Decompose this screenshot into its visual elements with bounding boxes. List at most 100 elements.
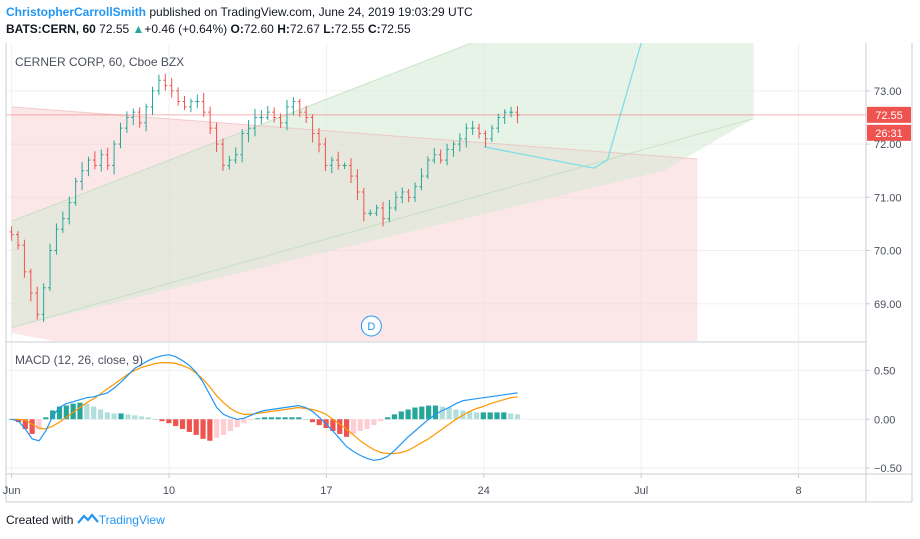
candle xyxy=(188,98,193,113)
tradingview-brand-link[interactable]: TradingView xyxy=(98,513,165,527)
macd-histogram-bar xyxy=(145,417,151,420)
candle xyxy=(457,133,462,152)
macd-histogram-bar xyxy=(405,409,411,420)
macd-histogram-bar xyxy=(220,419,227,435)
candle xyxy=(502,109,507,124)
publish-line: ChristopherCarrollSmith published on Tra… xyxy=(6,4,916,21)
candle xyxy=(28,268,33,302)
price-pane-title: CERNER CORP, 60, Cboe BZX xyxy=(15,55,184,69)
macd-histogram-bar xyxy=(241,419,247,424)
candle xyxy=(304,105,309,123)
macd-histogram-bar xyxy=(29,419,35,434)
candle xyxy=(272,107,277,123)
candle xyxy=(124,111,129,133)
countdown-badge: 26:31 xyxy=(867,124,911,141)
macd-histogram-bar xyxy=(207,419,213,441)
candle xyxy=(35,286,40,320)
candle xyxy=(169,78,174,98)
macd-histogram-bar xyxy=(439,406,445,420)
macd-histogram-bar xyxy=(494,412,500,420)
last-price-badge: 72.55 xyxy=(867,106,911,123)
candle xyxy=(73,177,78,206)
candle xyxy=(489,124,494,142)
last-price-badge-label: 72.55 xyxy=(875,110,903,122)
candle xyxy=(54,223,59,255)
candle xyxy=(86,156,91,177)
author-link[interactable]: ChristopherCarrollSmith xyxy=(6,5,147,19)
candle xyxy=(41,283,46,323)
time-tick-label: 24 xyxy=(478,485,490,497)
price-drawings-clip xyxy=(11,43,754,341)
macd-histogram-bar xyxy=(289,417,295,420)
candle xyxy=(515,106,520,124)
candle xyxy=(464,123,469,148)
candle xyxy=(387,199,392,223)
close-label: C: xyxy=(367,22,381,36)
macd-histogram-bar xyxy=(214,419,220,438)
chart-area[interactable]: D 69.00 70.00 71.00 72.00 73.00 0.50 0.00 −0.50… xyxy=(0,0,920,510)
macd-histogram-bar xyxy=(514,414,521,420)
candle xyxy=(182,95,187,111)
macd-histogram-bar xyxy=(391,414,398,420)
macd-tick-label: 0.50 xyxy=(874,365,895,377)
macd-histogram-bar xyxy=(179,419,186,430)
candle xyxy=(316,127,321,153)
candle xyxy=(310,114,315,143)
macd-histogram-bar xyxy=(275,417,281,420)
macd-grid xyxy=(6,343,866,474)
candle xyxy=(150,86,155,116)
macd-histogram-bar xyxy=(337,419,343,434)
macd-histogram-bar xyxy=(104,412,110,420)
macd-histogram-bar xyxy=(70,403,76,420)
candle xyxy=(137,107,142,128)
candle xyxy=(393,191,398,211)
macd-histogram-bar xyxy=(56,406,63,420)
candle xyxy=(195,94,200,109)
macd-pane-title: MACD (12, 26, close, 9) xyxy=(15,353,143,367)
candle xyxy=(259,110,264,125)
macd-histogram-bar xyxy=(91,406,97,420)
macd-histogram-bar xyxy=(296,417,302,420)
time-tick-label: 8 xyxy=(795,485,801,497)
candle xyxy=(118,122,123,149)
change-value: +0.46 (+0.64%) xyxy=(144,22,228,36)
macd-histogram-bar xyxy=(501,412,507,420)
macd-histogram-bar xyxy=(166,419,172,424)
countdown-badge-label: 26:31 xyxy=(875,128,903,140)
candle xyxy=(342,162,347,170)
time-tick-label: Jun xyxy=(3,485,21,497)
price-tick-label: 73.00 xyxy=(874,86,902,98)
candle xyxy=(48,243,53,291)
candle xyxy=(470,120,475,135)
tradingview-logo-icon xyxy=(76,513,99,524)
macd-histogram-bar xyxy=(268,417,274,420)
macd-histogram-bar xyxy=(330,419,336,431)
price-tick-label: 71.00 xyxy=(874,192,902,204)
candle xyxy=(246,120,251,143)
candle xyxy=(323,137,328,172)
macd-histogram-bar xyxy=(487,412,493,420)
macd-histogram-bar xyxy=(473,412,480,420)
candle xyxy=(233,147,238,164)
macd-tick-label: 0.00 xyxy=(874,414,895,426)
macd-histogram-bar xyxy=(419,406,425,420)
candle xyxy=(265,105,270,121)
macd-histogram-bar xyxy=(234,419,240,428)
symbol-label: BATS:CERN, 60 xyxy=(6,22,96,36)
candle xyxy=(361,187,366,222)
macd-series xyxy=(9,354,521,461)
green-channel-upper-edge xyxy=(11,43,473,222)
macd-histogram-bar xyxy=(364,419,370,430)
created-with-text: Created with xyxy=(6,513,74,527)
chart-axes: 69.00 70.00 71.00 72.00 73.00 0.50 0.00 −0.50 Ju… xyxy=(3,43,913,503)
macd-histogram-bar xyxy=(350,419,357,434)
macd-histogram-bar xyxy=(343,419,350,437)
projection-path xyxy=(483,43,642,169)
candle xyxy=(99,149,104,172)
open-value: 72.60 xyxy=(243,22,274,36)
trend-drawings[interactable] xyxy=(11,0,754,463)
candle xyxy=(284,99,289,131)
candle xyxy=(432,148,437,164)
macd-histogram-bar xyxy=(432,405,439,420)
candle xyxy=(80,162,85,191)
